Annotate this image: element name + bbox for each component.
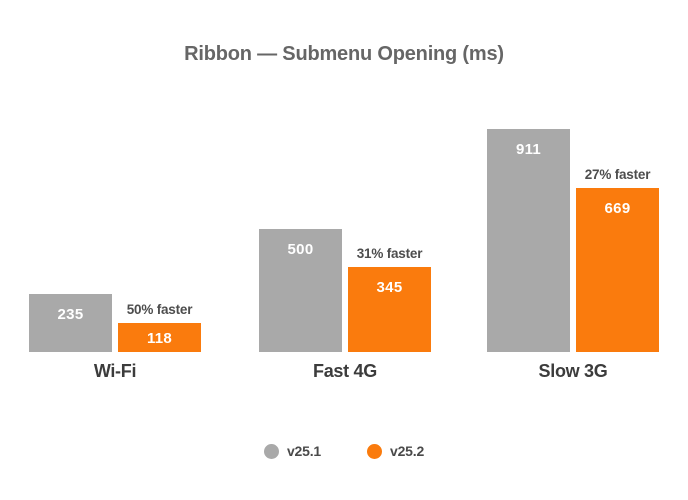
chart-title: Ribbon — Submenu Opening (ms)	[184, 43, 504, 65]
legend-label-v25-2: v25.2	[390, 443, 425, 459]
bar-v25-1-wi-fi: 235	[29, 294, 112, 352]
legend: v25.1 v25.2	[0, 441, 688, 461]
legend-item-v25-2: v25.2	[367, 443, 424, 459]
bar-v25-2-wi-fi: 118	[118, 323, 201, 352]
bar-value-label: 345	[376, 279, 403, 296]
faster-annotation: 31% faster	[356, 246, 423, 261]
bar-value-label: 500	[287, 241, 314, 258]
faster-annotation: 27% faster	[584, 167, 651, 182]
bar-value-label: 118	[146, 329, 173, 347]
faster-annotation: 50% faster	[126, 302, 193, 317]
category-label-slow-3g: Slow 3G	[538, 361, 608, 381]
legend-swatch-v25-1-icon	[263, 443, 279, 459]
legend-swatch-v25-2-icon	[367, 443, 382, 459]
category-label-wi-fi: Wi-Fi	[93, 361, 137, 381]
category-label-fast-4g: Fast 4G	[313, 361, 377, 381]
bar-value-label: 669	[604, 200, 631, 217]
bar-value-label: 235	[57, 306, 84, 323]
bar-v25-1-slow-3g: 911	[487, 129, 570, 352]
legend-label-v25-1: v25.1	[286, 443, 321, 459]
bar-v25-1-fast-4g: 500	[259, 229, 342, 352]
bar-value-label: 911	[515, 141, 542, 158]
bar-v25-2-slow-3g: 669	[576, 188, 659, 352]
bar-v25-2-fast-4g: 345	[348, 267, 431, 352]
legend-item-v25-1: v25.1	[263, 443, 321, 459]
